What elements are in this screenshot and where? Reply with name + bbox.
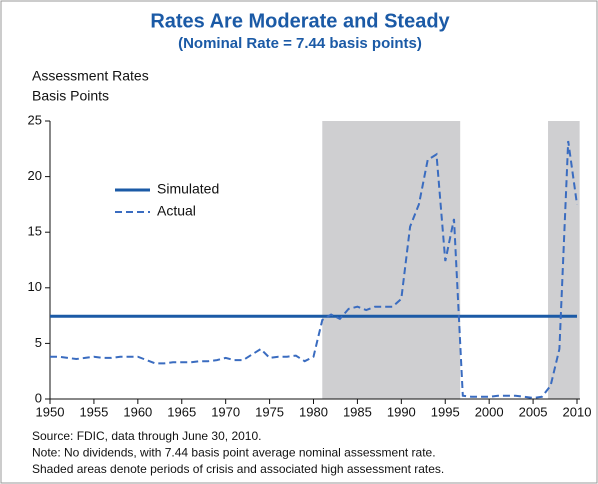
y-tick-label: 10 (28, 279, 42, 294)
x-tick-label: 2010 (563, 404, 592, 419)
x-tick-label: 1990 (387, 404, 416, 419)
y-tick-label: 0 (35, 390, 42, 405)
x-tick-label: 1995 (431, 404, 460, 419)
y-tick-label: 25 (28, 112, 42, 127)
x-tick-label: 1980 (299, 404, 328, 419)
chart-title: Rates Are Moderate and Steady (150, 10, 450, 32)
y-tick-label: 15 (28, 224, 42, 239)
x-tick-label: 1970 (211, 404, 240, 419)
y-axis-label: Basis Points (32, 88, 109, 104)
series-line (50, 140, 578, 399)
x-tick-label: 1950 (36, 404, 65, 419)
legend-label: Simulated (157, 181, 219, 197)
legend-label: Actual (157, 203, 196, 219)
y-tick-label: 5 (35, 335, 42, 350)
x-tick-label: 1975 (255, 404, 284, 419)
x-tick-label: 2000 (475, 404, 504, 419)
shaded-region (322, 121, 461, 399)
note: Source: FDIC, data through June 30, 2010… (32, 429, 261, 443)
x-tick-label: 1960 (123, 404, 152, 419)
y-axis-label: Assessment Rates (32, 68, 149, 84)
x-tick-label: 1955 (79, 404, 108, 419)
note: Shaded areas denote periods of crisis an… (32, 462, 444, 476)
x-tick-label: 1965 (167, 404, 196, 419)
x-tick-label: 2005 (519, 404, 548, 419)
x-tick-label: 1985 (343, 404, 372, 419)
y-tick-label: 20 (28, 168, 42, 183)
chart-subtitle: (Nominal Rate = 7.44 basis points) (178, 35, 422, 52)
note: Note: No dividends, with 7.44 basis poin… (32, 446, 436, 460)
